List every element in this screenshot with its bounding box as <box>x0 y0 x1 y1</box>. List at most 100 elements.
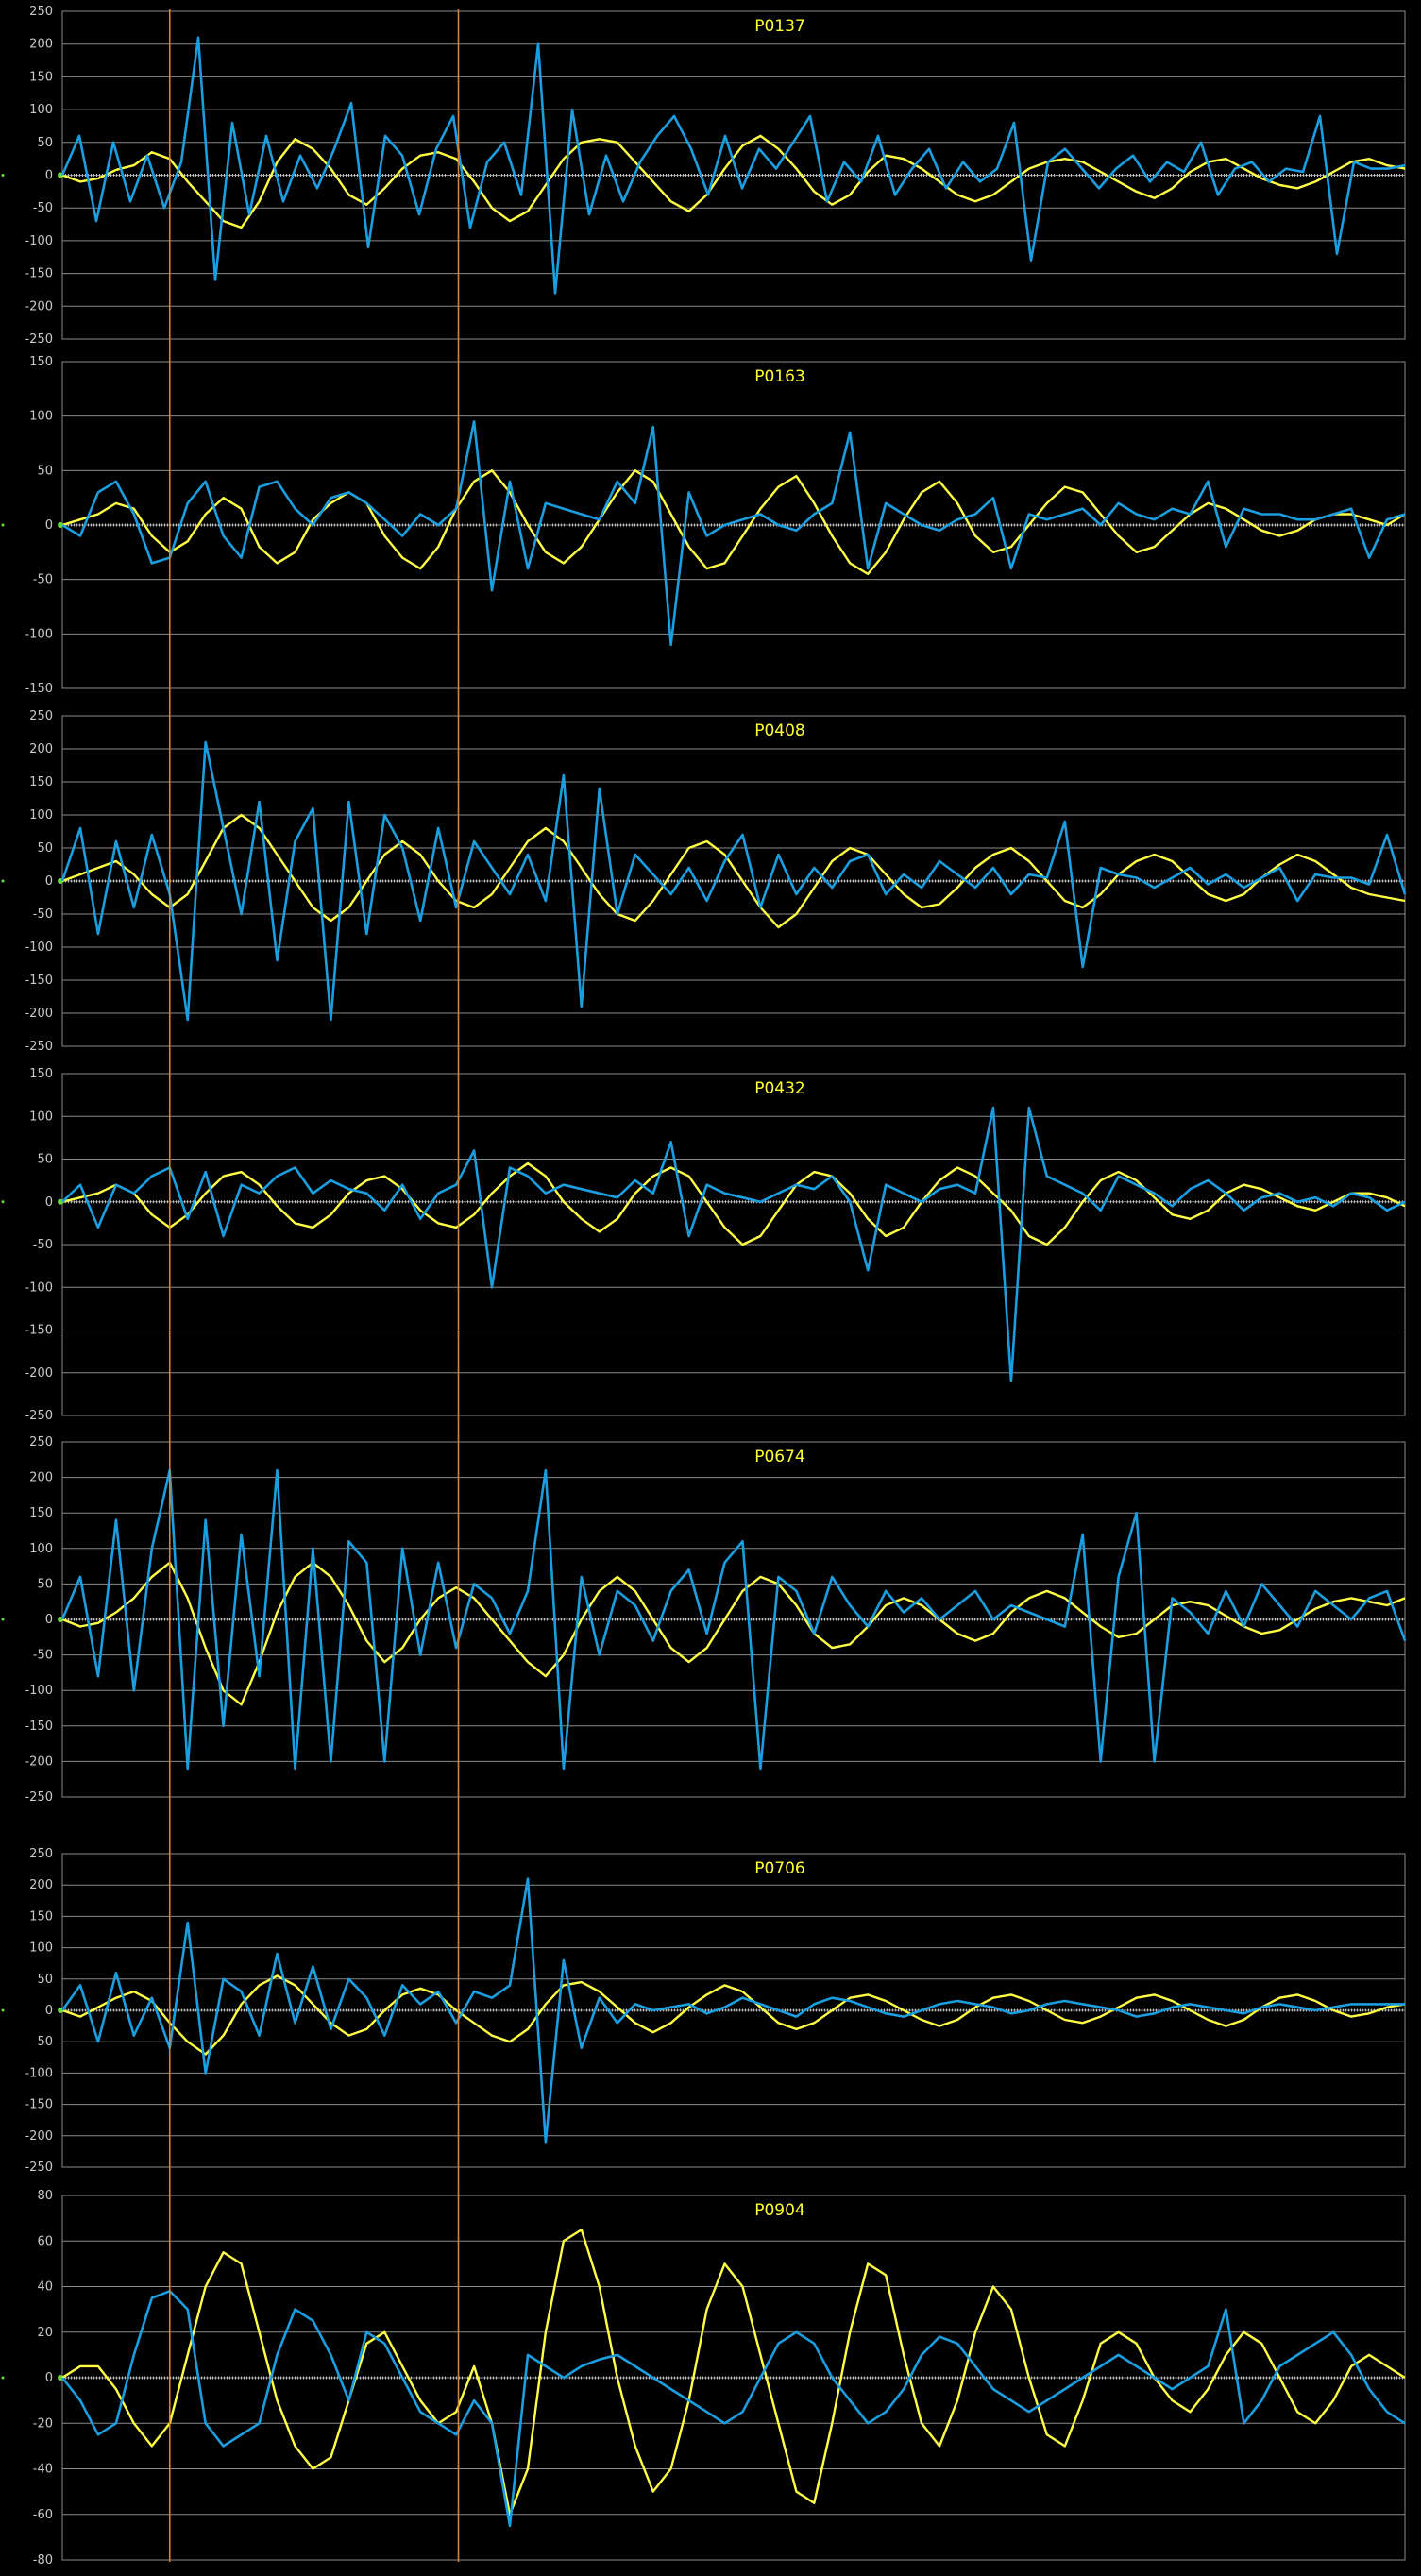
y-tick-label: 250 <box>29 5 53 19</box>
series-line-blue <box>60 740 1407 1022</box>
zero-marker-dot <box>1 174 5 177</box>
zero-marker-dot <box>58 2375 63 2381</box>
series-line-blue <box>60 1877 1405 2144</box>
y-tick-label: -250 <box>25 332 53 347</box>
y-tick-label: -50 <box>33 573 53 587</box>
y-tick-label: 50 <box>37 464 53 478</box>
y-tick-label: 150 <box>29 1067 53 1081</box>
zero-marker-dot <box>58 522 63 528</box>
y-tick-label: -50 <box>33 2035 53 2049</box>
panel-title: P0163 <box>754 367 805 386</box>
y-tick-label: -250 <box>25 1040 53 1054</box>
y-tick-label: -60 <box>33 2508 53 2522</box>
y-tick-label: 100 <box>29 103 53 117</box>
series-line-blue <box>60 2290 1406 2528</box>
series-line-yellow <box>61 2228 1406 2517</box>
y-tick-label: 150 <box>29 1909 53 1924</box>
panel-title: P0432 <box>754 1079 805 1098</box>
series-line-blue <box>61 1106 1406 1383</box>
panel-title: P0706 <box>754 1859 805 1878</box>
panel-frame <box>61 1073 1406 1416</box>
panel-p0904: 80 60 40 20 0 -20 -40 -60 -80 P0904 <box>1 2189 1406 2568</box>
series-line-yellow <box>61 1161 1406 1246</box>
y-tick-label: -150 <box>25 1324 53 1338</box>
y-tick-label: 100 <box>29 1542 53 1556</box>
y-tick-label: -200 <box>25 299 53 314</box>
y-tick-label: 100 <box>29 1110 53 1124</box>
y-tick-label: 0 <box>45 1613 53 1627</box>
y-tick-label: 250 <box>29 709 53 723</box>
zero-marker-dot <box>1 879 5 883</box>
y-tick-label: 0 <box>45 2004 53 2018</box>
panel-p0408: 250 200 150 100 50 0 -50 -100 -150 -200 -250 P0408 <box>1 709 1407 1054</box>
series-line-yellow <box>61 1561 1406 1706</box>
zero-marker-dot <box>1 1618 5 1621</box>
y-tick-label: 0 <box>45 518 53 533</box>
y-tick-label: -50 <box>33 907 53 922</box>
y-tick-label: -200 <box>25 1754 53 1769</box>
y-tick-label: -100 <box>25 941 53 955</box>
y-tick-label: 250 <box>29 1435 53 1449</box>
panel-p0674: 250 200 150 100 50 0 -50 -100 -150 -200 -250 P0674 <box>1 1435 1407 1805</box>
y-tick-label: -150 <box>25 267 53 281</box>
y-tick-label: -250 <box>25 1409 53 1423</box>
series-line-yellow <box>61 469 1406 576</box>
y-tick-label: 0 <box>45 2371 53 2385</box>
y-tick-label: 200 <box>29 38 53 52</box>
panel-p0163: 150 100 50 0 -50 -100 -150 P0163 <box>1 355 1406 696</box>
y-tick-label: -100 <box>25 1684 53 1698</box>
panel-p0432: 150 100 50 0 -50 -100 -150 -200 -250 P0432 <box>1 1067 1406 1423</box>
y-tick-label: -100 <box>25 2066 53 2080</box>
y-tick-label: 250 <box>29 1847 53 1861</box>
y-tick-label: 50 <box>37 136 53 150</box>
y-tick-label: 50 <box>37 1577 53 1591</box>
y-tick-label: -100 <box>25 1280 53 1295</box>
zero-marker-dot <box>1 1200 5 1204</box>
y-tick-label: -100 <box>25 627 53 641</box>
y-tick-label: 150 <box>29 355 53 369</box>
series-line-blue <box>60 36 1406 295</box>
y-tick-label: -20 <box>33 2416 53 2431</box>
y-tick-label: 60 <box>37 2234 53 2248</box>
y-tick-label: 150 <box>29 70 53 84</box>
y-tick-label: 100 <box>29 410 53 424</box>
panel-title: P0408 <box>754 721 805 740</box>
zero-marker-dot <box>1 2008 5 2012</box>
zero-marker-dot <box>58 1198 63 1205</box>
y-tick-label: 40 <box>37 2280 53 2295</box>
y-tick-label: -50 <box>33 1649 53 1663</box>
y-tick-label: -200 <box>25 1007 53 1021</box>
series-line-yellow <box>61 134 1406 229</box>
y-tick-label: -40 <box>33 2463 53 2477</box>
y-tick-label: -200 <box>25 1366 53 1381</box>
y-tick-label: 100 <box>29 1941 53 1956</box>
panel-p0137: 250 200 150 100 50 0 -50 -100 -150 -200 -250 P0137 <box>1 5 1406 347</box>
y-tick-label: 100 <box>29 808 53 822</box>
y-tick-label: -150 <box>25 974 53 988</box>
zero-marker-dot <box>1 2376 5 2380</box>
y-tick-label: -200 <box>25 2129 53 2144</box>
panel-title: P0904 <box>754 2201 805 2220</box>
y-tick-label: 200 <box>29 1471 53 1485</box>
y-tick-label: 150 <box>29 775 53 789</box>
y-tick-label: 50 <box>37 1973 53 1987</box>
y-tick-label: -150 <box>25 1720 53 1734</box>
y-tick-label: -50 <box>33 201 53 215</box>
y-tick-label: -150 <box>25 682 53 696</box>
y-tick-label: 20 <box>37 2326 53 2340</box>
y-tick-label: -150 <box>25 2098 53 2112</box>
y-tick-label: 50 <box>37 1153 53 1167</box>
y-tick-label: 50 <box>37 841 53 856</box>
y-tick-label: 0 <box>45 874 53 889</box>
y-tick-label: -250 <box>25 2161 53 2175</box>
y-tick-label: -50 <box>33 1238 53 1252</box>
y-tick-label: -80 <box>33 2553 53 2568</box>
y-tick-label: -250 <box>25 1790 53 1805</box>
y-tick-label: 150 <box>29 1506 53 1520</box>
zero-marker-dot <box>1 523 5 527</box>
panel-p0706: 250 200 150 100 50 0 -50 -100 -150 -200 -250 P0706 <box>1 1847 1406 2175</box>
series-line-blue <box>61 420 1406 647</box>
y-tick-label: 80 <box>37 2189 53 2203</box>
